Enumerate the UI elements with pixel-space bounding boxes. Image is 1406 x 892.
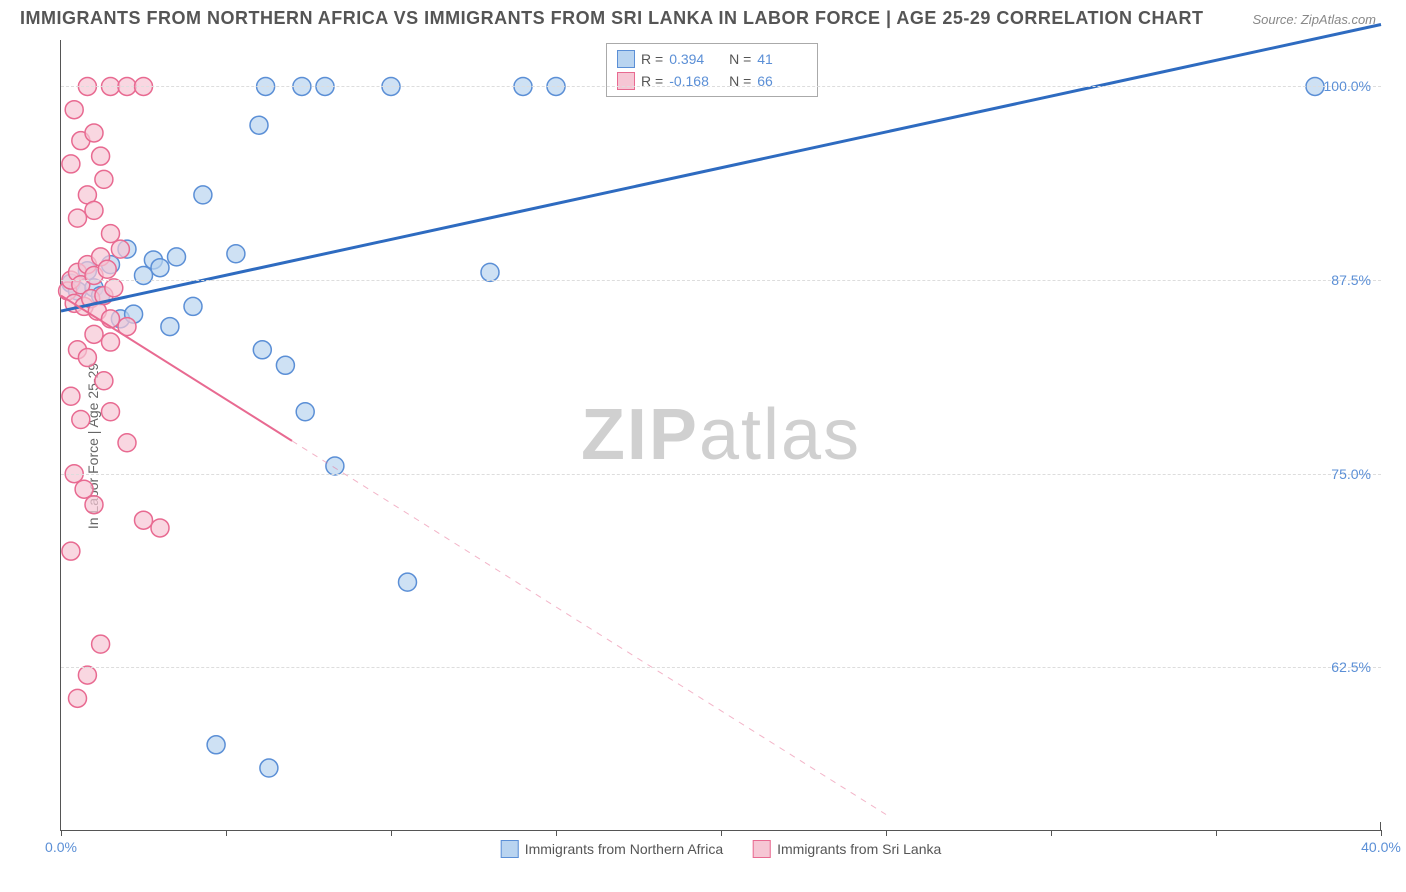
data-point xyxy=(184,297,202,315)
data-point xyxy=(135,266,153,284)
x-tick xyxy=(1051,830,1052,836)
y-tick-label: 100.0% xyxy=(1324,78,1371,94)
data-point xyxy=(481,263,499,281)
data-point xyxy=(399,573,417,591)
data-point xyxy=(62,542,80,560)
data-point xyxy=(72,411,90,429)
y-tick-label: 87.5% xyxy=(1331,272,1371,288)
gridline xyxy=(61,474,1381,475)
legend-swatch xyxy=(753,840,771,858)
data-point xyxy=(95,372,113,390)
legend-swatch xyxy=(617,50,635,68)
data-point xyxy=(78,666,96,684)
legend-n-value: 41 xyxy=(757,51,807,67)
series-legend: Immigrants from Northern Africa Immigrant… xyxy=(501,840,942,858)
gridline xyxy=(61,667,1381,668)
x-tick xyxy=(1381,830,1382,836)
data-point xyxy=(207,736,225,754)
data-point xyxy=(253,341,271,359)
data-point xyxy=(250,116,268,134)
data-point xyxy=(118,434,136,452)
legend-r-label: R = xyxy=(641,51,663,67)
plot-area: ZIPatlas R = 0.394 N = 41R = -0.168 N = … xyxy=(60,40,1381,831)
chart-canvas xyxy=(61,40,1381,830)
legend-label: Immigrants from Sri Lanka xyxy=(777,841,941,857)
chart-title: IMMIGRANTS FROM NORTHERN AFRICA VS IMMIG… xyxy=(20,8,1204,29)
legend-swatch xyxy=(501,840,519,858)
correlation-legend: R = 0.394 N = 41R = -0.168 N = 66 xyxy=(606,43,818,97)
data-point xyxy=(69,209,87,227)
x-tick xyxy=(226,830,227,836)
data-point xyxy=(111,240,129,258)
data-point xyxy=(69,689,87,707)
data-point xyxy=(85,124,103,142)
data-point xyxy=(92,147,110,165)
legend-r-value: 0.394 xyxy=(669,51,719,67)
data-point xyxy=(168,248,186,266)
legend-row: R = -0.168 N = 66 xyxy=(617,70,807,92)
data-point xyxy=(276,356,294,374)
data-point xyxy=(65,101,83,119)
x-tick xyxy=(391,830,392,836)
legend-n-label: N = xyxy=(725,51,751,67)
gridline xyxy=(61,86,1381,87)
data-point xyxy=(95,170,113,188)
x-tick-label: 40.0% xyxy=(1361,839,1401,855)
data-point xyxy=(62,155,80,173)
data-point xyxy=(194,186,212,204)
y-tick-label: 62.5% xyxy=(1331,659,1371,675)
data-point xyxy=(102,333,120,351)
x-tick-label: 0.0% xyxy=(45,839,77,855)
x-tick xyxy=(556,830,557,836)
bottom-legend-item: Immigrants from Sri Lanka xyxy=(753,840,941,858)
data-point xyxy=(326,457,344,475)
data-point xyxy=(296,403,314,421)
data-point xyxy=(85,201,103,219)
data-point xyxy=(260,759,278,777)
data-point xyxy=(161,318,179,336)
x-tick xyxy=(1216,830,1217,836)
data-point xyxy=(78,349,96,367)
data-point xyxy=(102,225,120,243)
data-point xyxy=(98,260,116,278)
data-point xyxy=(62,387,80,405)
data-point xyxy=(227,245,245,263)
regression-line xyxy=(61,296,292,441)
regression-line-extrapolated xyxy=(292,441,886,815)
data-point xyxy=(105,279,123,297)
gridline xyxy=(61,280,1381,281)
x-tick xyxy=(61,830,62,836)
data-point xyxy=(102,403,120,421)
bottom-legend-item: Immigrants from Northern Africa xyxy=(501,840,723,858)
data-point xyxy=(102,310,120,328)
x-tick xyxy=(721,830,722,836)
legend-label: Immigrants from Northern Africa xyxy=(525,841,723,857)
y-tick-label: 75.0% xyxy=(1331,466,1371,482)
data-point xyxy=(75,480,93,498)
source-citation: Source: ZipAtlas.com xyxy=(1252,12,1376,27)
data-point xyxy=(135,511,153,529)
data-point xyxy=(92,635,110,653)
legend-row: R = 0.394 N = 41 xyxy=(617,48,807,70)
data-point xyxy=(85,496,103,514)
data-point xyxy=(151,259,169,277)
x-tick xyxy=(886,830,887,836)
data-point xyxy=(151,519,169,537)
data-point xyxy=(85,325,103,343)
